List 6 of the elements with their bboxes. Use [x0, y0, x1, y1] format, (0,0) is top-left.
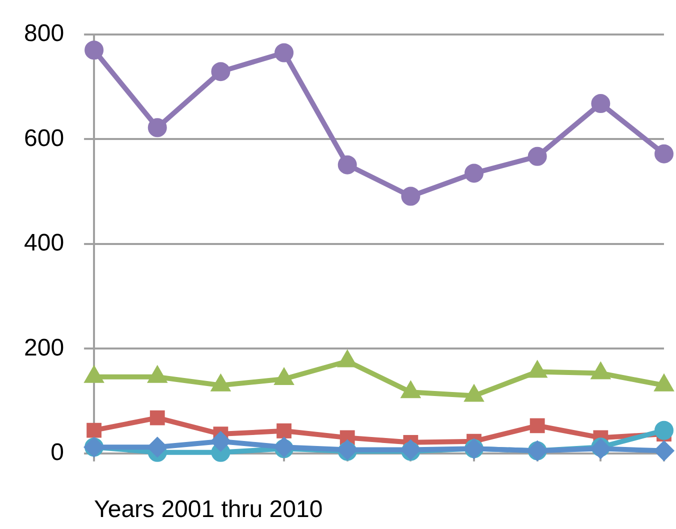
y-tick-label: 400 [24, 230, 64, 257]
y-tick-label: 200 [24, 334, 64, 362]
y-tick-label: 0 [50, 439, 64, 466]
y-tick-label: 800 [24, 20, 64, 48]
y-tick-label: 600 [24, 124, 64, 152]
x-axis-title: Years 2001 thru 2010 [94, 496, 323, 524]
